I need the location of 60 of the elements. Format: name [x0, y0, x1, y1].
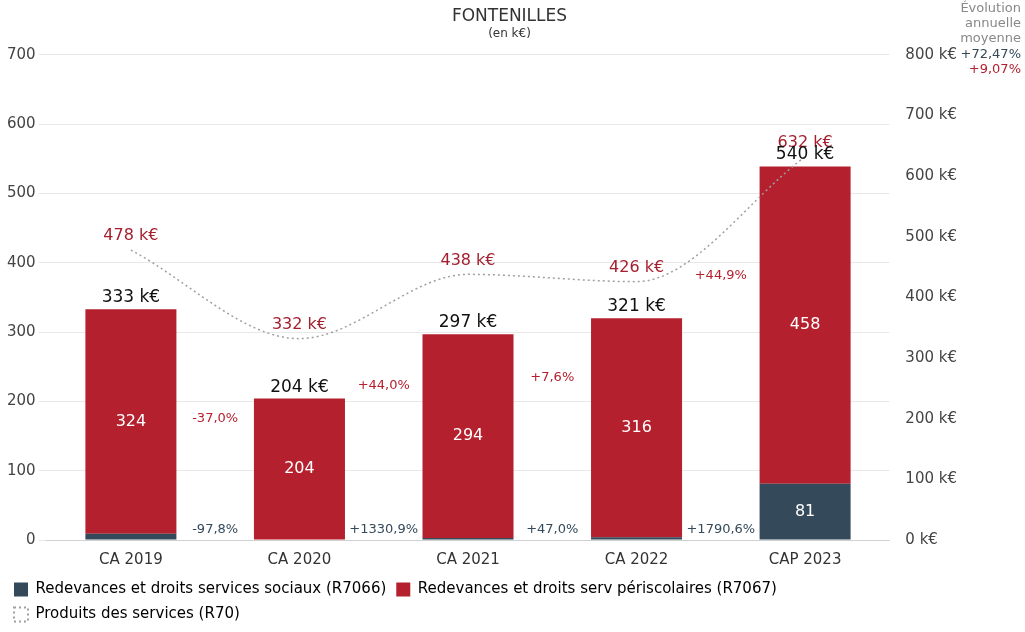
y2-tick-label: 100 k€	[905, 469, 958, 488]
y2-tick-label: 0 k€	[905, 529, 938, 548]
x-tick-label: CA 2021	[436, 549, 500, 568]
bar	[591, 537, 683, 540]
annotation: +47,0%	[526, 521, 579, 537]
legend-label: Produits des services (R70)	[35, 604, 240, 623]
chart-title: FONTENILLES	[451, 4, 568, 25]
data-label: 438 k€	[440, 249, 496, 269]
y2-tick-label: 700 k€	[905, 105, 958, 124]
total-label: 333 k€	[101, 286, 161, 307]
chart-subtitle: (en k€)	[488, 25, 531, 40]
bar	[759, 483, 851, 540]
data-label: 204	[284, 458, 315, 478]
total-label: 204 k€	[270, 375, 329, 396]
data-label: 294	[452, 425, 484, 445]
annotation: +1330,9%	[349, 521, 419, 537]
bar	[591, 318, 683, 538]
bar	[422, 334, 514, 538]
annotation: +7,6%	[530, 369, 575, 385]
y-tick-label: 200	[6, 391, 36, 410]
annotation: +1790,6%	[686, 521, 756, 537]
data-label: 316	[621, 416, 652, 436]
bar	[253, 398, 345, 540]
x-tick-label: CA 2022	[604, 549, 669, 568]
bar	[759, 166, 851, 484]
y-tick-label: 100	[6, 460, 36, 479]
annotation: +44,0%	[357, 377, 410, 393]
data-label: 426 k€	[609, 256, 665, 276]
y2-tick-label: 800 k€	[905, 44, 958, 63]
y-tick-label: 600	[6, 114, 36, 132]
x-tick-label: CA 2019	[99, 549, 163, 568]
total-label: 297 k€	[438, 311, 498, 332]
legend-label: Redevances et droits serv périscolaires (R7067)	[417, 579, 777, 598]
data-label: 324	[115, 410, 147, 430]
y2-tick-label: 600 k€	[905, 165, 958, 184]
x-tick-label: CAP 2023	[768, 549, 842, 568]
total-label: 321 k€	[607, 295, 666, 316]
y2-tick-label: 400 k€	[905, 287, 958, 306]
text: +72,47%	[960, 45, 1021, 61]
data-label: 332 k€	[271, 313, 327, 333]
annotation: -37,0%	[192, 410, 239, 426]
y-tick-label: 400	[6, 252, 36, 271]
text: +9,07%	[968, 60, 1021, 76]
y-tick-label: 0	[26, 529, 36, 548]
annotation: +44,9%	[694, 266, 747, 282]
y2-tick-label: 300 k€	[905, 347, 958, 366]
y2-tick-label: 500 k€	[905, 226, 958, 245]
y2-tick-label: 200 k€	[905, 408, 958, 427]
text: Évolution annuelle moyenne	[960, 0, 1021, 45]
annotation: -97,8%	[192, 521, 239, 537]
x-tick-label: CA 2020	[267, 549, 332, 568]
data-label: 81	[794, 500, 816, 520]
data-label: 458	[789, 314, 821, 334]
legend-label: Redevances et droits services sociaux (R7066)	[35, 579, 387, 598]
bar	[85, 533, 177, 540]
y-tick-label: 500	[6, 183, 36, 202]
y-tick-label: 300	[6, 321, 36, 340]
y-tick-label: 700	[6, 44, 36, 63]
data-label: 478 k€	[103, 225, 159, 245]
bar	[85, 309, 177, 534]
